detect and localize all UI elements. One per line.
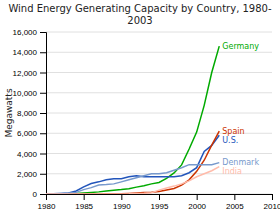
x-tick-mark xyxy=(197,194,198,200)
x-tick: 2005 xyxy=(226,194,244,211)
x-tick: 1995 xyxy=(151,194,169,211)
grid-line xyxy=(46,113,272,114)
y-tick-mark xyxy=(40,113,46,114)
y-tick-label: 4,000 xyxy=(17,150,38,159)
grid-line xyxy=(46,92,272,93)
grid-line xyxy=(46,153,272,154)
y-tick-mark xyxy=(40,174,46,175)
title: Wind Energy Generating Capacity by Count… xyxy=(8,3,272,26)
y-tick: 8,000 xyxy=(17,109,46,118)
plot: 1980 1985 1990 1995 2000 2005 2010 0 2,000 4,000 6… xyxy=(13,28,280,211)
series-label: Spain xyxy=(222,127,244,136)
lines xyxy=(46,46,219,194)
y-tick-label: 14,000 xyxy=(13,48,38,57)
series-line xyxy=(46,131,219,194)
x-tick-label: 2005 xyxy=(226,202,244,211)
grid xyxy=(46,32,272,194)
y-tick-mark xyxy=(40,52,46,53)
y-tick-label: 10,000 xyxy=(13,89,38,98)
x-tick-mark xyxy=(159,194,160,200)
x-tick-label: 1995 xyxy=(151,202,169,211)
series-line xyxy=(46,163,219,194)
y-tick-mark xyxy=(40,73,46,74)
x-tick: 1990 xyxy=(113,194,131,211)
y-tick: 0 xyxy=(33,190,46,199)
y-tick-mark xyxy=(40,154,46,155)
x-tick-mark xyxy=(84,194,85,200)
series-line xyxy=(46,46,219,194)
series-label: Denmark xyxy=(222,158,259,167)
series-label: U.S. xyxy=(222,136,238,145)
x-tick: 2010 xyxy=(264,194,280,211)
y-tick-label: 0 xyxy=(33,190,38,199)
series-line xyxy=(46,135,219,194)
y-tick-mark xyxy=(40,133,46,134)
series-label: India xyxy=(222,167,242,176)
y-tick: 2,000 xyxy=(17,170,46,179)
y-axis: 0 2,000 4,000 6,000 8,000 10,000 12,000 14,000 1… xyxy=(13,28,47,199)
y-tick: 6,000 xyxy=(17,129,46,138)
x-tick-label: 2010 xyxy=(264,202,280,211)
x-axis: 1980 1985 1990 1995 2000 2005 2010 xyxy=(38,194,280,211)
y-tick: 10,000 xyxy=(13,89,46,98)
x-tick-mark xyxy=(272,194,273,200)
title-line: Wind Energy Generating Capacity by Count… xyxy=(8,3,272,14)
y-axis-line xyxy=(40,33,47,195)
y-tick: 4,000 xyxy=(17,150,46,159)
y-tick-label: 16,000 xyxy=(13,28,38,37)
series-labels: Germany U.S.Spain DenmarkIndia xyxy=(222,42,259,177)
y-tick-mark xyxy=(40,93,46,94)
x-tick: 2000 xyxy=(188,194,206,211)
x-tick: 1985 xyxy=(75,194,93,211)
x-tick-label: 1980 xyxy=(38,202,56,211)
y-tick: 14,000 xyxy=(13,48,46,57)
chart: Wind Energy Generating Capacity by Count… xyxy=(0,0,280,212)
x-tick-mark xyxy=(121,194,122,200)
series-label: Germany xyxy=(222,42,259,51)
y-axis-label: Megawatts xyxy=(4,88,14,137)
x-tick-mark xyxy=(234,194,235,200)
y-tick-label: 8,000 xyxy=(17,109,38,118)
x-tick: 1980 xyxy=(38,194,56,211)
title-line: 2003 xyxy=(127,15,152,26)
grid-line xyxy=(46,52,272,53)
grid-line xyxy=(46,32,272,33)
y-tick-mark xyxy=(40,32,46,33)
x-tick-label: 2000 xyxy=(188,202,206,211)
series-line xyxy=(46,167,219,194)
y-tick: 16,000 xyxy=(13,28,46,37)
grid-line xyxy=(46,72,272,73)
x-tick-label: 1985 xyxy=(75,202,93,211)
x-tick-label: 1990 xyxy=(113,202,131,211)
x-axis-line xyxy=(47,195,273,201)
y-tick: 12,000 xyxy=(13,69,46,78)
y-tick-label: 2,000 xyxy=(17,170,38,179)
y-tick-mark xyxy=(40,194,46,195)
y-tick-label: 6,000 xyxy=(17,129,38,138)
y-tick-label: 12,000 xyxy=(13,69,38,78)
